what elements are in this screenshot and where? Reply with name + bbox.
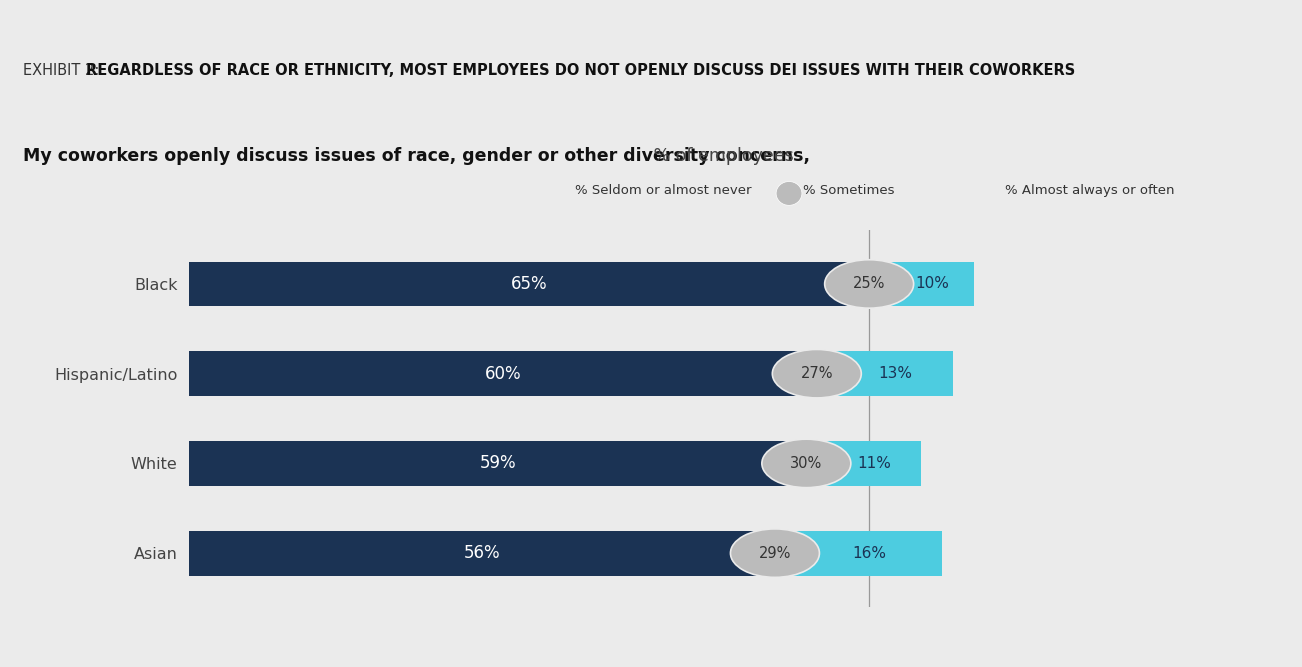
Ellipse shape — [762, 439, 850, 488]
Bar — [806, 441, 922, 486]
Ellipse shape — [730, 529, 819, 578]
Bar — [189, 531, 775, 576]
Text: 60%: 60% — [484, 365, 521, 383]
Bar — [189, 261, 870, 306]
Text: 16%: 16% — [852, 546, 887, 561]
Text: 30%: 30% — [790, 456, 823, 471]
Text: 29%: 29% — [759, 546, 792, 561]
Text: % of employees: % of employees — [648, 147, 794, 165]
Text: 13%: 13% — [879, 366, 913, 381]
Text: 56%: 56% — [464, 544, 500, 562]
Text: % Sometimes: % Sometimes — [803, 183, 894, 197]
Text: 59%: 59% — [479, 454, 516, 472]
Text: 25%: 25% — [853, 276, 885, 291]
Text: REGARDLESS OF RACE OR ETHNICITY, MOST EMPLOYEES DO NOT OPENLY DISCUSS DEI ISSUES: REGARDLESS OF RACE OR ETHNICITY, MOST EM… — [86, 63, 1075, 78]
Text: % Seldom or almost never: % Seldom or almost never — [575, 183, 753, 197]
Text: My coworkers openly discuss issues of race, gender or other diversity concerns,: My coworkers openly discuss issues of ra… — [23, 147, 810, 165]
Text: 65%: 65% — [510, 275, 547, 293]
Text: % Almost always or often: % Almost always or often — [1005, 183, 1174, 197]
Bar — [775, 531, 943, 576]
Text: 10%: 10% — [915, 276, 949, 291]
Ellipse shape — [772, 350, 862, 398]
Bar — [189, 441, 806, 486]
Ellipse shape — [824, 259, 914, 308]
Bar — [816, 352, 953, 396]
Bar — [870, 261, 974, 306]
Text: EXHIBIT 2:: EXHIBIT 2: — [23, 63, 104, 78]
Bar — [189, 352, 816, 396]
Text: 11%: 11% — [858, 456, 892, 471]
Ellipse shape — [776, 181, 802, 205]
Text: 27%: 27% — [801, 366, 833, 381]
